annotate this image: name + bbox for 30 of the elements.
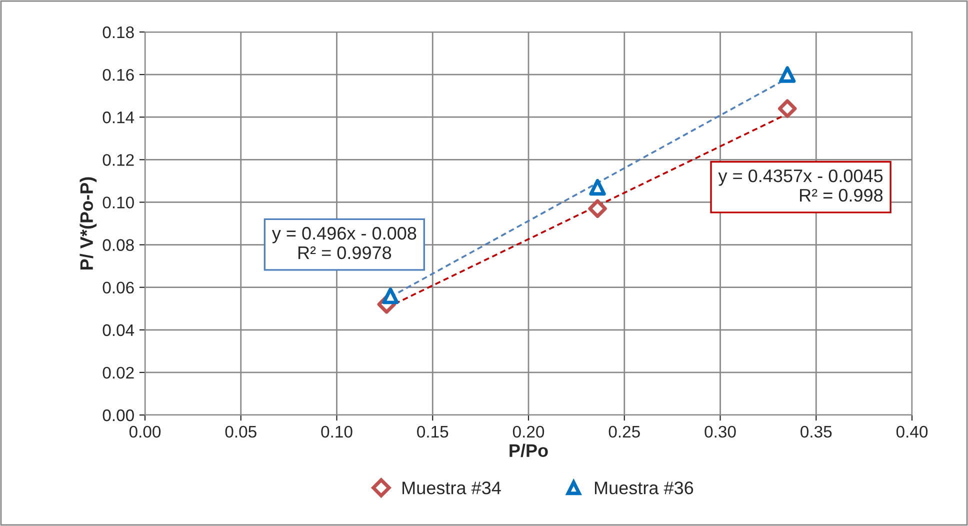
x-tick-label: 0.00 (129, 426, 161, 438)
annotation: y = 0.496x - 0.008 R² = 0.9978 (272, 226, 416, 260)
point (382, 288, 399, 304)
point (778, 99, 797, 118)
y-axis-title: P/ V*(Po-P) (80, 177, 97, 270)
x-tick-label: 0.05 (225, 426, 256, 438)
x-tick-label: 0.15 (417, 426, 448, 438)
x-tick-label: 0.20 (512, 426, 544, 438)
annotation: y = 0.4357x - 0.0045 R² = 0.998 (718, 169, 883, 202)
x-tick-label: 0.35 (800, 426, 832, 438)
legend-label: Muestra #34 (402, 482, 501, 494)
legend-label: Muestra #36 (594, 482, 694, 494)
y-tick-label: 0.18 (102, 26, 134, 38)
x-axis-title: P/Po (510, 444, 548, 458)
y-tick-label: 0.06 (102, 282, 134, 294)
x-tick-label: 0.30 (704, 426, 736, 438)
y-tick-label: 0.16 (102, 68, 134, 81)
y-tick-label: 0.00 (102, 409, 134, 422)
point (589, 179, 606, 196)
point (588, 199, 607, 218)
x-tick-label: 0.40 (896, 426, 928, 438)
point (779, 66, 796, 83)
x-tick-label: 0.25 (608, 426, 640, 438)
y-tick-label: 0.04 (102, 324, 134, 336)
x-tick-label: 0.10 (321, 426, 352, 438)
y-tick-label: 0.14 (102, 112, 134, 124)
y-tick-label: 0.12 (102, 154, 134, 166)
y-tick-label: 0.02 (102, 366, 134, 379)
y-tick-label: 0.08 (102, 239, 134, 251)
y-tick-label: 0.10 (102, 196, 134, 208)
